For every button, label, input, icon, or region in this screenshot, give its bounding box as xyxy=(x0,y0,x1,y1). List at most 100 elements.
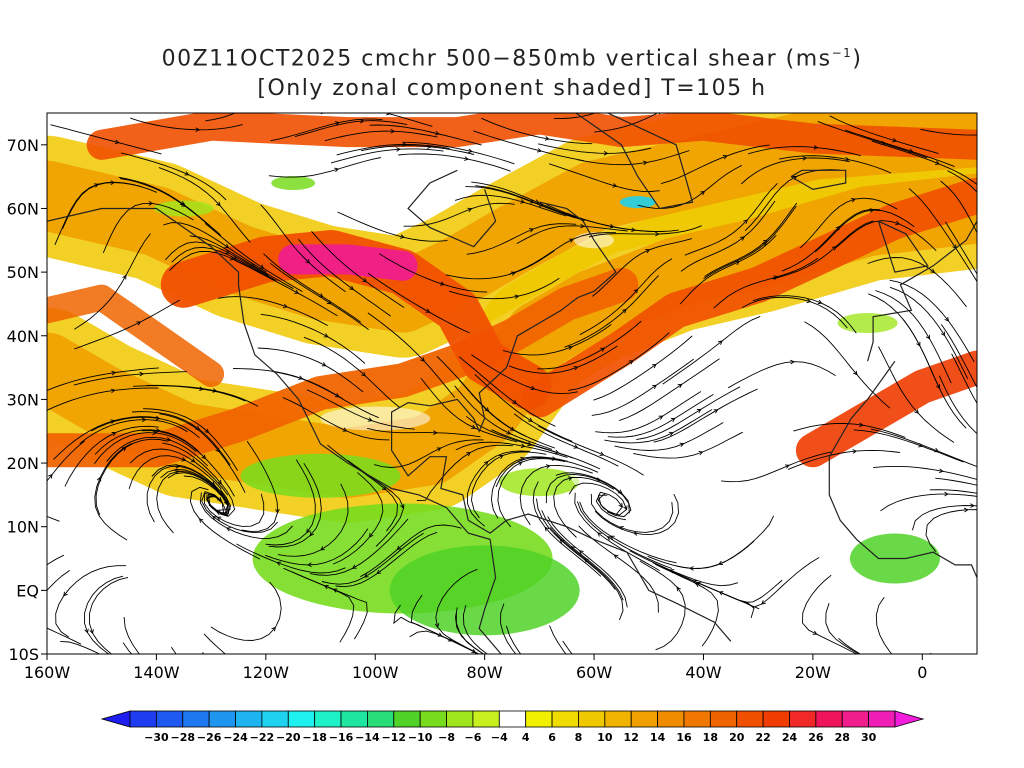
streamline xyxy=(163,222,267,273)
streamline xyxy=(662,315,761,385)
streamline-arrowhead xyxy=(266,90,270,94)
streamline xyxy=(454,385,553,450)
coastline-10 xyxy=(877,220,929,273)
streamline-arrowhead xyxy=(851,198,856,203)
streamline-arrowhead xyxy=(895,220,901,226)
streamline-arrowhead xyxy=(530,385,536,391)
streamline-arrowhead xyxy=(817,299,823,305)
streamline xyxy=(680,200,776,272)
streamline-arrowhead xyxy=(537,148,543,153)
colorbar-label: −10 xyxy=(408,731,433,744)
streamline xyxy=(330,148,444,164)
streamline-arrowhead xyxy=(114,139,120,145)
streamline-arrowhead xyxy=(37,622,41,626)
colorbar-box xyxy=(261,710,289,728)
streamline xyxy=(74,299,181,350)
coastline-2 xyxy=(391,424,732,642)
colorbar-label: 24 xyxy=(782,731,798,744)
green-azores xyxy=(837,313,898,334)
streamline xyxy=(474,374,573,442)
streamline xyxy=(361,145,475,155)
streamline xyxy=(935,477,977,486)
streamline-arrowhead xyxy=(606,536,612,541)
streamline-arrowhead xyxy=(963,507,969,513)
streamline-arrowhead xyxy=(210,481,216,486)
streamline xyxy=(548,163,660,192)
streamline-arrowhead xyxy=(718,340,723,345)
streamline xyxy=(588,225,702,238)
colorbar-box xyxy=(578,710,606,728)
streamline xyxy=(47,570,82,645)
colorbar-label: 18 xyxy=(703,731,718,744)
streamline-arrowhead xyxy=(512,399,518,405)
streamline xyxy=(505,625,522,654)
lon-tick-label: 80W xyxy=(467,663,503,682)
streamline-arrowhead xyxy=(670,417,676,423)
streamline xyxy=(369,124,482,146)
streamline xyxy=(132,411,231,466)
streamline-arrowhead xyxy=(812,630,818,635)
streamline xyxy=(393,604,480,654)
streamline-arrowhead xyxy=(568,238,574,243)
streamline-arrowhead xyxy=(306,528,311,534)
coastline-0 xyxy=(237,284,502,654)
colorbar-high-arrow xyxy=(894,710,925,728)
streamline xyxy=(549,625,567,654)
streamline-arrowhead xyxy=(617,99,621,103)
colorbar-label: −6 xyxy=(464,731,481,744)
streamline-arrowhead xyxy=(434,130,440,136)
streamline-arrowhead xyxy=(433,430,438,436)
streamline-arrowhead xyxy=(858,422,864,428)
colorbar-label: 28 xyxy=(835,731,850,744)
streamline-arrowhead xyxy=(506,430,512,435)
colorbar-label: −26 xyxy=(197,731,222,744)
streamline-arrowhead xyxy=(155,415,161,421)
streamline xyxy=(268,462,322,548)
streamline xyxy=(497,458,566,528)
lon-tick-label: 100W xyxy=(352,663,399,682)
streamline xyxy=(576,501,673,569)
streamline xyxy=(509,232,617,275)
streamline-arrowhead xyxy=(573,365,579,371)
streamline-arrowhead xyxy=(645,249,651,254)
streamline xyxy=(298,238,391,317)
streamline-arrowhead xyxy=(229,256,235,261)
colorbar-low-arrow xyxy=(100,710,131,728)
streamline xyxy=(740,157,850,185)
streamline xyxy=(537,320,642,370)
streamline xyxy=(189,235,294,290)
streamline-arrowhead xyxy=(334,167,340,173)
streamline-arrowhead xyxy=(655,231,660,237)
streamline-arrowhead xyxy=(305,259,311,264)
streamline xyxy=(471,181,581,220)
streamline xyxy=(445,250,555,280)
streamline xyxy=(210,581,282,641)
streamline xyxy=(727,361,836,389)
streamline xyxy=(704,202,798,277)
streamline xyxy=(204,492,265,527)
streamline-arrowhead xyxy=(326,299,332,305)
streamline-arrowhead xyxy=(471,424,476,429)
streamline xyxy=(925,509,977,552)
coastline-4 xyxy=(407,169,497,248)
chart-title-line2: [Only zonal component shaded] T=105 h xyxy=(257,76,767,101)
streamline-arrowhead xyxy=(110,388,116,394)
jet-east-atlantic xyxy=(795,350,977,468)
streamline-arrowhead xyxy=(224,243,230,249)
streamline-arrowhead xyxy=(622,308,627,314)
streamline xyxy=(713,257,819,309)
streamline-arrowhead xyxy=(400,504,405,509)
streamline-arrowhead xyxy=(618,502,623,508)
coastline-7 xyxy=(828,360,896,457)
streamline xyxy=(47,387,159,411)
streamline xyxy=(260,313,366,364)
streamline xyxy=(367,312,456,398)
streamline xyxy=(938,375,977,435)
streamline-arrowhead xyxy=(141,417,147,423)
colorbar-label: −12 xyxy=(382,731,407,744)
streamline xyxy=(454,194,567,217)
streamline-arrowhead xyxy=(204,428,210,434)
streamline-arrowhead xyxy=(437,632,443,637)
streamline xyxy=(564,275,659,348)
